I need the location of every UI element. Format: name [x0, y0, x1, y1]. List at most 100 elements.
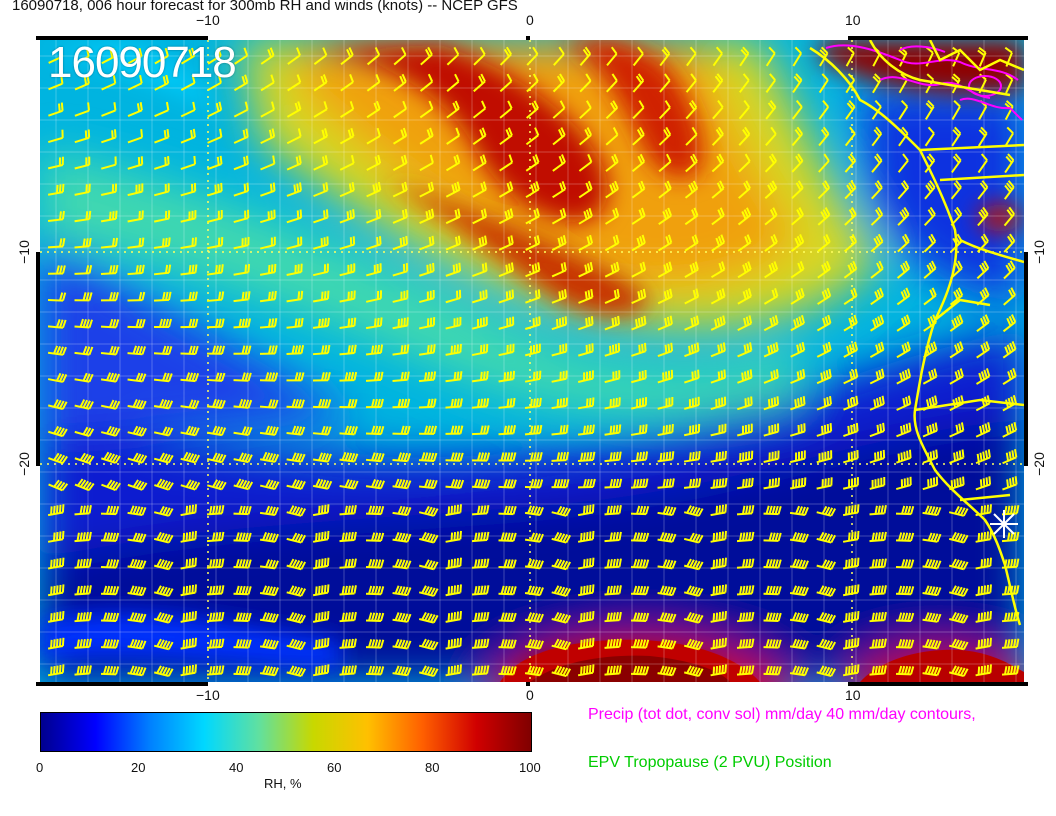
wind-barb [286, 155, 302, 171]
wind-barb [365, 558, 385, 569]
wind-barb [763, 396, 780, 411]
wind-barb [683, 665, 704, 678]
wind-barb [524, 478, 544, 489]
wind-barb [127, 291, 146, 302]
wind-barb [949, 368, 964, 385]
wind-barb [471, 425, 490, 436]
wind-barb [710, 637, 727, 650]
wind-barb [684, 315, 700, 331]
coastline [809, 40, 1024, 626]
wind-barb [418, 317, 436, 330]
wind-barb [392, 154, 408, 172]
wind-barb [287, 47, 301, 65]
wind-barb [313, 155, 329, 171]
wind-barb [498, 665, 517, 676]
wind-barb [605, 180, 619, 199]
wind-barb [206, 638, 225, 649]
wind-barb [551, 370, 568, 383]
lat-tick-left-2: −20 [15, 452, 32, 476]
wind-barb [816, 505, 837, 517]
wind-barb [339, 451, 359, 463]
wind-barb [74, 585, 92, 596]
wind-barb [948, 611, 969, 624]
wind-barb [259, 612, 279, 623]
wind-barb [976, 314, 990, 333]
wind-barb [923, 260, 937, 279]
wind-barb [896, 395, 912, 411]
wind-barb [975, 584, 992, 597]
wind-barb [923, 233, 937, 253]
wind-barb [127, 345, 147, 356]
wind-barb [365, 452, 385, 463]
wind-barb [736, 423, 753, 437]
wind-barb [976, 341, 991, 359]
precip-legend-note: Precip (tot dot, conv sol) mm/day 40 mm/… [588, 706, 976, 723]
wind-barb [259, 345, 278, 355]
wind-barb [365, 263, 382, 277]
wind-barb [657, 559, 677, 570]
wind-barb [74, 183, 91, 196]
wind-barb [869, 585, 887, 596]
wind-barb [471, 478, 491, 489]
wind-barb [604, 424, 622, 436]
wind-barb [763, 342, 779, 358]
lon-tick-top-3: 10 [845, 12, 861, 28]
wind-barb [789, 665, 809, 677]
wind-barb [604, 638, 622, 649]
wind-barb [975, 664, 992, 677]
wind-barb [526, 73, 539, 93]
wind-barb [472, 289, 488, 304]
wind-barb [499, 46, 512, 66]
wind-barb [419, 154, 434, 172]
wind-barb [763, 315, 779, 332]
wind-barb [419, 235, 435, 251]
wind-barb [975, 530, 992, 543]
wind-barb [260, 101, 275, 118]
wind-barb [977, 206, 989, 227]
wind-barb [869, 395, 885, 411]
wind-barb [48, 452, 68, 465]
wind-barb [977, 126, 988, 147]
wind-barb [313, 47, 328, 66]
wind-barb [153, 398, 174, 410]
wind-barb [446, 46, 460, 66]
wind-barb [154, 128, 170, 144]
wind-barb [180, 611, 197, 623]
wind-barb [418, 479, 438, 490]
wind-barb [206, 372, 226, 382]
wind-barb [710, 315, 726, 331]
wind-barb [233, 318, 251, 329]
wind-barb [789, 585, 809, 597]
wind-barb [842, 450, 859, 464]
wind-barb [392, 505, 412, 517]
wind-barb [101, 75, 117, 91]
wind-barb [684, 180, 699, 199]
wind-barb [895, 532, 915, 542]
wind-barb [445, 425, 464, 435]
wind-barb [578, 180, 593, 199]
wind-barb [816, 585, 837, 597]
wind-barb [101, 129, 117, 144]
wind-barb [207, 155, 223, 171]
wind-barb [975, 611, 992, 623]
wind-barb [418, 531, 439, 544]
lon-tick-top-1: −10 [196, 12, 220, 28]
wind-barb [498, 262, 514, 278]
wind-barb [366, 154, 382, 171]
wind-barb [657, 342, 674, 357]
wind-barb [711, 207, 725, 226]
wind-barb [180, 264, 198, 276]
lon-tick-bottom-1: −10 [196, 687, 220, 703]
wind-barb [924, 126, 935, 147]
wind-barb [312, 557, 330, 570]
wind-barb [127, 210, 144, 223]
wind-barb [975, 449, 991, 465]
wind-barb [525, 235, 541, 251]
wind-barb [48, 102, 64, 117]
wind-barb [976, 260, 990, 280]
wind-barb [951, 100, 961, 120]
wind-barb [339, 371, 358, 382]
wind-barb [393, 46, 407, 66]
wind-barb [498, 181, 514, 198]
